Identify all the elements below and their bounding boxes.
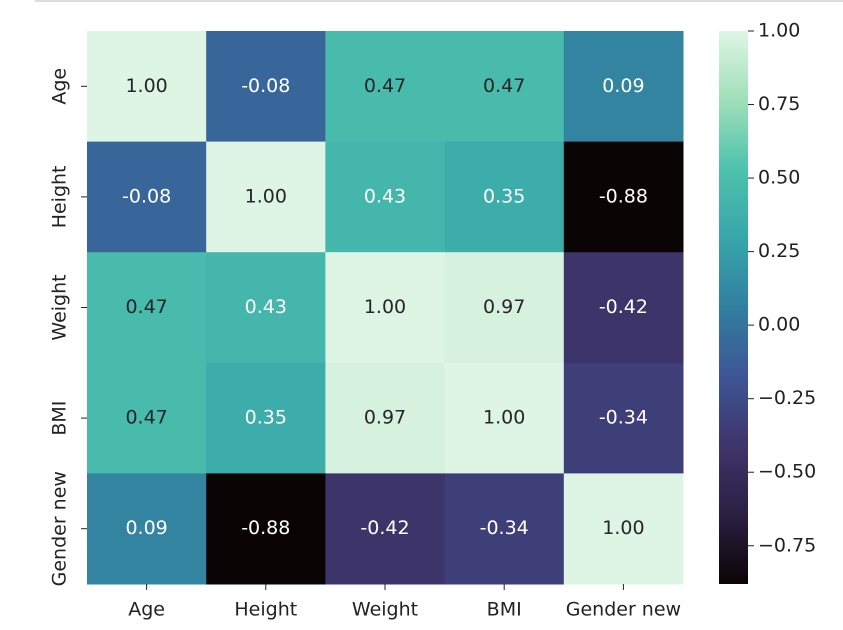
colorbar-tick-label: 0.25 — [758, 240, 800, 262]
heatmap-cell — [87, 362, 207, 474]
cell-label: 0.35 — [245, 407, 287, 429]
cell-label: 1.00 — [245, 185, 287, 207]
cell-label: -0.88 — [241, 517, 290, 539]
cell-label: 0.97 — [483, 296, 525, 318]
heatmap-cell — [206, 141, 326, 253]
x-tick-label: Height — [234, 599, 297, 621]
y-tick-label: Height — [49, 165, 71, 228]
colorbar-tick-label: −0.75 — [758, 534, 816, 556]
cell-label: 1.00 — [602, 517, 644, 539]
y-tick-label: BMI — [49, 401, 71, 436]
heatmap-cell — [563, 252, 684, 364]
cell-label: 0.47 — [125, 296, 167, 318]
heatmap-cell — [206, 252, 326, 364]
cell-label: -0.08 — [122, 185, 171, 207]
heatmap-cell — [206, 362, 326, 474]
heatmap-cell — [87, 473, 207, 585]
cell-label: 0.97 — [364, 407, 406, 429]
cell-label: 0.47 — [125, 407, 167, 429]
cell-label: 0.47 — [364, 75, 406, 97]
y-tick-label: Weight — [49, 274, 71, 340]
heatmap-cell — [563, 362, 684, 474]
heatmap-cell — [444, 473, 565, 585]
cell-label: 0.35 — [483, 185, 525, 207]
heatmap-cell — [563, 31, 684, 143]
cell-label: 0.47 — [483, 75, 525, 97]
cell-label: -0.34 — [599, 407, 648, 429]
colorbar-tick-label: −0.25 — [758, 387, 816, 409]
heatmap-cell — [444, 31, 565, 143]
cell-label: -0.08 — [241, 75, 290, 97]
heatmap-cell — [325, 252, 446, 364]
cell-label: 1.00 — [364, 296, 406, 318]
cell-label: 0.43 — [364, 185, 406, 207]
cell-label: 0.09 — [602, 75, 644, 97]
cell-label: 1.00 — [483, 407, 525, 429]
heatmap-cell — [444, 252, 565, 364]
y-tick-label: Age — [49, 68, 71, 105]
cell-label: 0.09 — [125, 517, 167, 539]
x-tick-label: Age — [128, 599, 165, 621]
heatmap-cell — [87, 252, 207, 364]
cell-label: -0.42 — [360, 517, 409, 539]
heatmap-cell — [325, 473, 446, 585]
x-tick-label: BMI — [487, 599, 522, 621]
cell-label: -0.88 — [599, 185, 648, 207]
colorbar-tick-label: 0.50 — [758, 167, 800, 189]
heatmap-cell — [325, 362, 446, 474]
colorbar-tick-label: 0.00 — [758, 314, 800, 336]
cell-label: 1.00 — [125, 75, 167, 97]
heatmap-cell — [87, 31, 207, 143]
colorbar — [719, 31, 748, 584]
cell-label: 0.43 — [245, 296, 287, 318]
heatmap-cell — [206, 31, 326, 143]
heatmap-cell — [325, 31, 446, 143]
heatmap-cell — [206, 473, 326, 585]
x-tick-label: Gender new — [566, 599, 681, 621]
y-tick-label: Gender new — [49, 471, 71, 586]
heatmap-cell — [325, 141, 446, 253]
colorbar-tick-label: −0.50 — [758, 461, 816, 483]
colorbar-tick-label: 0.75 — [758, 93, 800, 115]
heatmap-cell — [563, 473, 684, 585]
cell-label: -0.42 — [599, 296, 648, 318]
colorbar-tick-label: 1.00 — [758, 20, 800, 42]
heatmap-cell — [563, 141, 684, 253]
heatmap-cell — [444, 362, 565, 474]
heatmap-cell — [444, 141, 565, 253]
cell-label: -0.34 — [480, 517, 529, 539]
heatmap-cell — [87, 141, 207, 253]
x-tick-label: Weight — [352, 599, 418, 621]
